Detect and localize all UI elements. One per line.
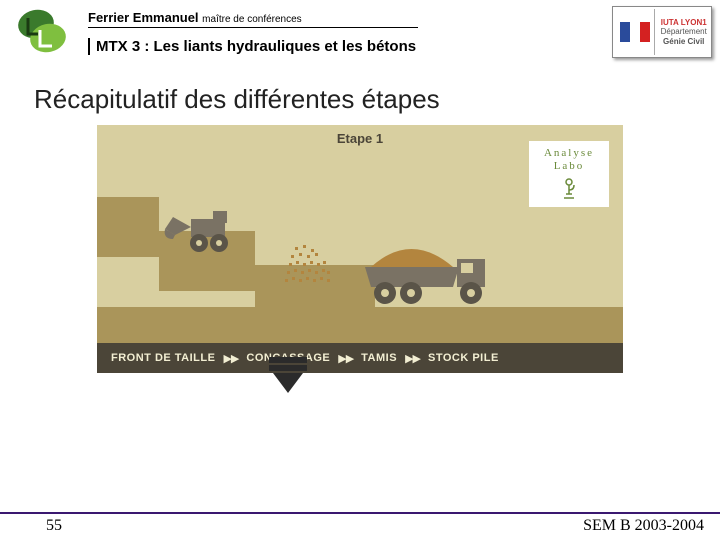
diagram-lower [97, 373, 623, 399]
logo-left [8, 4, 76, 60]
logo-right-line2: Département [658, 27, 709, 36]
analyse-box: Analyse Labo [529, 141, 609, 207]
arrow-icon: ▶▶ [338, 352, 353, 365]
etape-label: Etape 1 [337, 131, 383, 146]
logo-right-text: IUTA LYON1 Département Génie Civil [654, 9, 709, 55]
process-bar: FRONT DE TAILLE ▶▶ CONCASSAGE ▶▶ TAMIS ▶… [97, 343, 623, 373]
header-text: Ferrier Emmanuel maître de conférences M… [84, 4, 604, 55]
process-step: TAMIS [361, 352, 397, 364]
semester-label: SEM B 2003-2004 [583, 517, 704, 535]
funnel-icon [267, 357, 309, 397]
loader-icon [163, 209, 243, 257]
author-title: maître de conférences [202, 14, 302, 25]
author-name: Ferrier Emmanuel [88, 10, 199, 25]
logo-right-line1: IUTA LYON1 [658, 18, 709, 27]
microscope-icon [558, 176, 580, 202]
course-topic: Les liants hydrauliques et les bétons [154, 38, 417, 55]
arrow-icon: ▶▶ [223, 352, 238, 365]
truck-icon [361, 237, 497, 307]
analyse-line1: Analyse [529, 147, 609, 160]
rock-pile-icon [285, 243, 333, 285]
logo-right-flag [615, 9, 654, 55]
arrow-icon: ▶▶ [405, 352, 420, 365]
course-line: MTX 3 : Les liants hydrauliques et les b… [88, 38, 604, 55]
course-code: MTX 3 : [96, 38, 149, 55]
page-number: 55 [46, 517, 62, 535]
footer: 55 SEM B 2003-2004 [0, 512, 720, 540]
process-diagram: Etape 1 Analyse Labo [97, 125, 623, 399]
author-line: Ferrier Emmanuel maître de conférences [88, 10, 418, 28]
process-step: FRONT DE TAILLE [111, 352, 215, 364]
page-title: Récapitulatif des différentes étapes [0, 60, 720, 121]
terrain-step [97, 197, 159, 257]
logo-right: IUTA LYON1 Département Génie Civil [612, 6, 712, 58]
analyse-line2: Labo [529, 160, 609, 173]
process-step: STOCK PILE [428, 352, 499, 364]
logo-right-line3: Génie Civil [658, 37, 709, 46]
header: Ferrier Emmanuel maître de conférences M… [0, 0, 720, 60]
